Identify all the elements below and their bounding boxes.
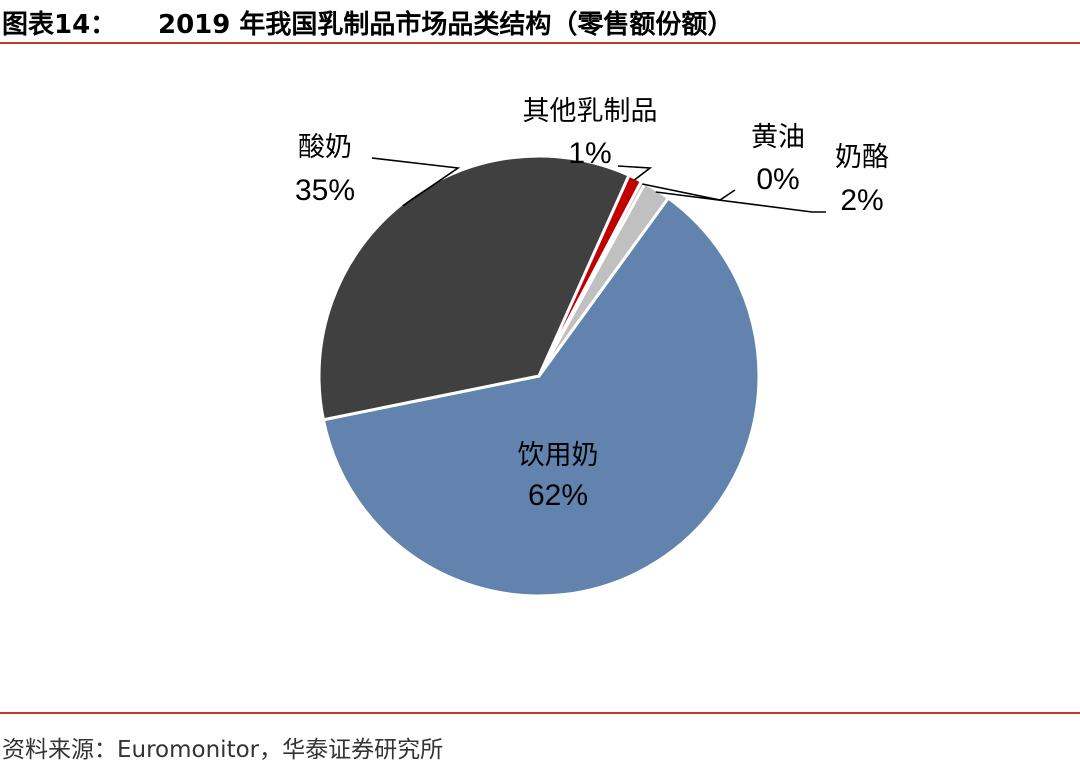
source-note: 资料来源：Euromonitor，华泰证券研究所 [2, 737, 444, 763]
pie-chart: 饮用奶 62% 酸奶 35% 其他乳制品 1% 黄油 0% 奶酪 2% [295, 96, 889, 598]
slice-value-other-dairy: 1% [568, 137, 611, 170]
leader-lines [371, 157, 826, 213]
figure-label: 图表14： [2, 10, 117, 40]
figure-header: 图表14： 2019 年我国乳制品市场品类结构（零售额份额） [0, 0, 1080, 44]
pie-slice-cheese [537, 181, 670, 378]
slice-value-cheese: 2% [840, 184, 883, 217]
figure-footer: 资料来源：Euromonitor，华泰证券研究所 [0, 712, 1080, 767]
chart-title: 2019 年我国乳制品市场品类结构（零售额份额） [158, 10, 734, 40]
slice-label-yogurt: 酸奶 [298, 132, 352, 163]
slice-value-yogurt: 35% [295, 174, 355, 207]
slice-label-drinking-milk: 饮用奶 [518, 440, 599, 471]
pie-slice-drinking-milk [321, 196, 761, 598]
slice-value-butter: 0% [756, 163, 799, 196]
slice-label-butter: 黄油 [751, 122, 805, 153]
chart-area: 饮用奶 62% 酸奶 35% 其他乳制品 1% 黄油 0% 奶酪 2% [0, 44, 1080, 712]
leader-line-yogurt [371, 157, 461, 207]
leader-line-cheese [655, 191, 826, 213]
slice-label-cheese: 奶酪 [835, 142, 889, 173]
leader-line-other-dairy [617, 165, 653, 181]
slice-value-drinking-milk: 62% [528, 479, 588, 512]
pie-slice-yogurt [317, 154, 631, 422]
pie-slices [317, 154, 761, 598]
slice-label-other-dairy: 其他乳制品 [523, 96, 658, 127]
